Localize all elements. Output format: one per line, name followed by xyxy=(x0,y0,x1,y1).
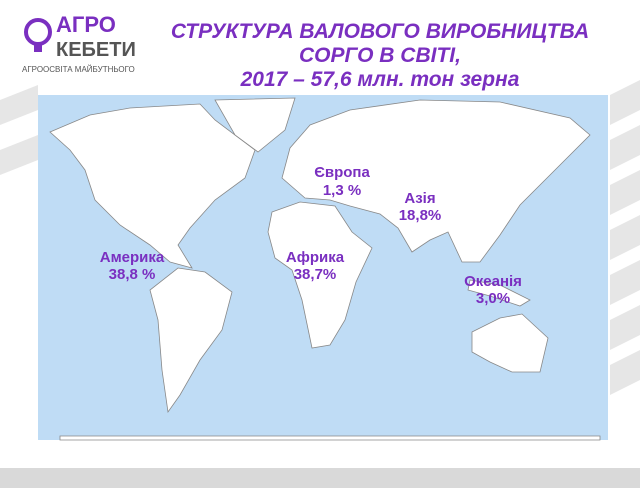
region-name: Азія xyxy=(404,190,435,207)
title-line: СТРУКТУРА ВАЛОВОГО ВИРОБНИЦТВА xyxy=(171,20,589,43)
eurasia xyxy=(281,99,591,263)
title-line: 2017 – 57,6 млн. тон зерна xyxy=(240,68,520,91)
logo-text: АГРО xyxy=(56,12,116,37)
logo-tagline: АГРООСВІТА МАЙБУТНЬОГО xyxy=(22,65,135,74)
logo-text: КЕБЕТИ xyxy=(56,39,136,61)
australia xyxy=(471,313,549,373)
decor xyxy=(0,80,640,488)
region-share: 3,0% xyxy=(476,290,510,307)
greenland xyxy=(214,97,296,153)
africa xyxy=(267,201,373,349)
logo: АГРО КЕБЕТИ АГРООСВІТА МАЙБУТНЬОГО xyxy=(22,12,136,74)
islands xyxy=(467,279,531,307)
region-share: 18,8% xyxy=(399,207,442,224)
north-america xyxy=(49,103,256,269)
region-share: 38,7% xyxy=(294,266,337,283)
world-map xyxy=(38,95,608,441)
south-america xyxy=(149,267,233,414)
antarctica-edge xyxy=(59,435,601,441)
title-line: СОРГО В СВІТІ, xyxy=(299,44,461,67)
region-name: Європа xyxy=(314,164,370,181)
region-share: 1,3 % xyxy=(323,182,361,199)
region-name: Африка xyxy=(286,249,345,266)
region-name: Океанія xyxy=(464,273,522,290)
region-share: 38,8 % xyxy=(109,266,156,283)
region-name: Америка xyxy=(100,249,165,266)
